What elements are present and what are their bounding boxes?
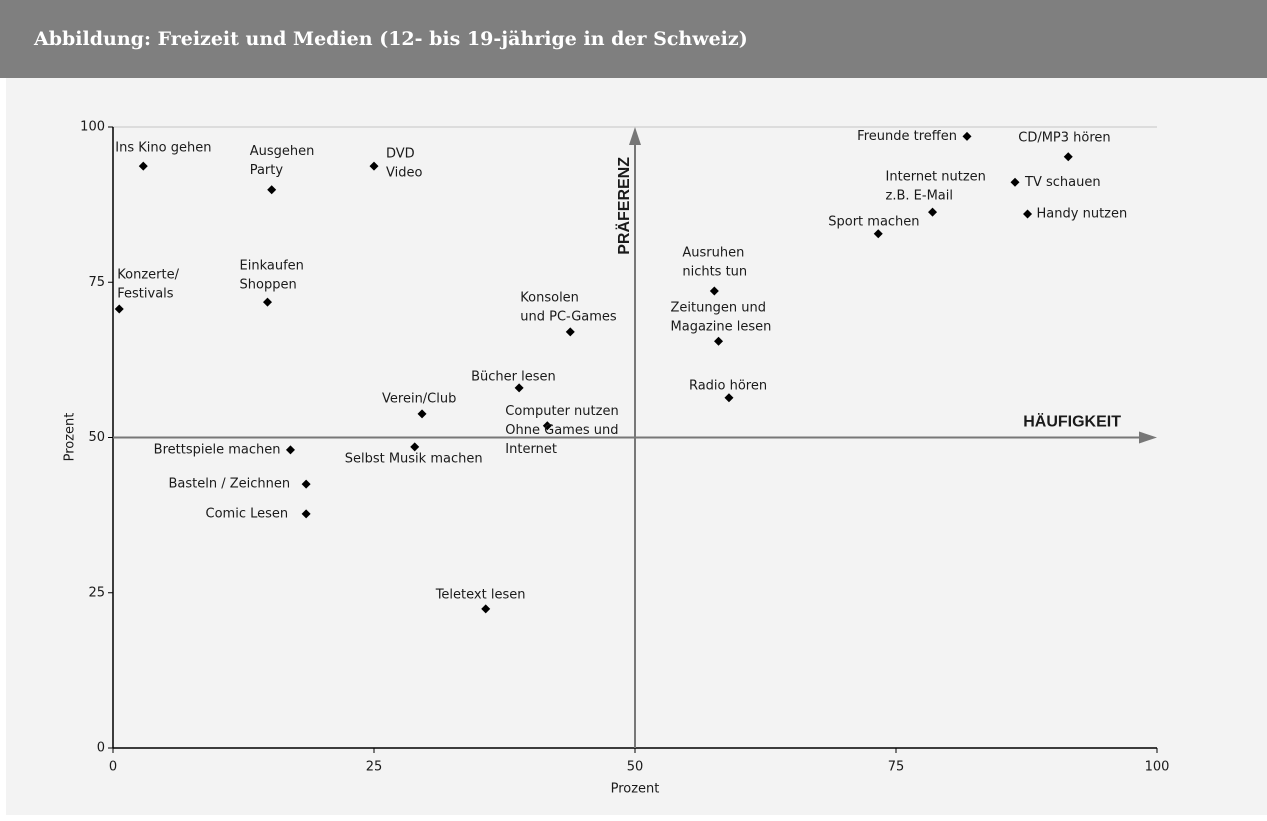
point bbox=[542, 421, 552, 431]
point bbox=[481, 604, 491, 614]
point-label: Brettspiele machen bbox=[154, 442, 281, 457]
point bbox=[285, 445, 295, 455]
x-tick-label: 0 bbox=[109, 760, 117, 775]
quadrant-label: PRÄFERENZ bbox=[615, 157, 633, 255]
point-label: Video bbox=[386, 166, 422, 181]
point-label: Handy nutzen bbox=[1037, 206, 1128, 221]
point-label: Radio hören bbox=[689, 378, 767, 393]
header-band bbox=[0, 0, 1267, 78]
point-label: Verein/Club bbox=[382, 391, 456, 406]
point bbox=[1063, 152, 1073, 162]
point-label: nichts tun bbox=[682, 264, 747, 279]
point-label: DVD bbox=[386, 147, 415, 162]
point bbox=[928, 207, 938, 217]
point bbox=[724, 393, 734, 403]
point-label: Freunde treffen bbox=[857, 129, 957, 144]
point bbox=[1023, 209, 1033, 219]
y-tick-label: 0 bbox=[97, 741, 105, 756]
point bbox=[873, 229, 883, 239]
point bbox=[301, 479, 311, 489]
point-label: Ausruhen bbox=[682, 245, 744, 260]
point bbox=[565, 327, 575, 337]
point bbox=[962, 131, 972, 141]
y-tick-label: 100 bbox=[80, 120, 105, 135]
point-label: Internet nutzen bbox=[886, 170, 986, 185]
point-label: Computer nutzen bbox=[505, 404, 618, 419]
point-label: Party bbox=[250, 163, 284, 178]
point bbox=[267, 185, 277, 195]
y-tick-label: 25 bbox=[88, 585, 105, 600]
point-label: Bücher lesen bbox=[471, 369, 556, 384]
x-tick-label: 50 bbox=[627, 760, 644, 775]
point-label: Basteln / Zeichnen bbox=[168, 477, 290, 492]
point bbox=[369, 161, 379, 171]
arrow-head bbox=[1139, 431, 1157, 444]
point-label: Festivals bbox=[117, 286, 174, 301]
point-label: TV schauen bbox=[1024, 175, 1101, 190]
quadrant-label: HÄUFIGKEIT bbox=[1023, 413, 1121, 431]
point-label: Selbst Musik machen bbox=[345, 451, 483, 466]
point bbox=[514, 383, 524, 393]
point-label: Ausgehen bbox=[250, 144, 315, 159]
point bbox=[1010, 177, 1020, 187]
chart-title: Abbildung: Freizeit und Medien (12- bis … bbox=[33, 28, 748, 50]
point bbox=[709, 286, 719, 296]
point-label: Sport machen bbox=[828, 214, 919, 229]
point-label: Shoppen bbox=[240, 278, 297, 293]
x-tick-label: 100 bbox=[1145, 760, 1170, 775]
x-tick-label: 25 bbox=[366, 760, 383, 775]
point-label: Konsolen bbox=[520, 290, 579, 305]
point-label: z.B. E-Mail bbox=[886, 189, 953, 204]
point bbox=[417, 409, 427, 419]
point-label: Internet bbox=[505, 442, 557, 457]
point-label: Teletext lesen bbox=[435, 587, 526, 602]
point-label: Konzerte/ bbox=[117, 267, 179, 282]
point bbox=[114, 304, 124, 314]
y-axis-label: Prozent bbox=[63, 413, 78, 462]
point-label: Magazine lesen bbox=[671, 320, 772, 335]
point bbox=[410, 442, 420, 452]
point bbox=[714, 336, 724, 346]
x-tick-label: 75 bbox=[888, 760, 905, 775]
point-label: Ohne Games und bbox=[505, 423, 618, 438]
point-label: Comic Lesen bbox=[206, 506, 289, 521]
y-tick-label: 50 bbox=[88, 430, 105, 445]
point-label: Zeitungen und bbox=[671, 301, 766, 316]
panel bbox=[6, 78, 1267, 815]
point bbox=[263, 297, 273, 307]
y-tick-label: 75 bbox=[88, 275, 105, 290]
point bbox=[301, 509, 311, 519]
arrow-head bbox=[629, 127, 641, 145]
point bbox=[138, 161, 148, 171]
point-label: und PC-Games bbox=[520, 309, 617, 324]
x-axis-label: Prozent bbox=[611, 782, 660, 797]
point-label: CD/MP3 hören bbox=[1018, 130, 1110, 145]
point-label: Ins Kino gehen bbox=[115, 141, 211, 156]
point-label: Einkaufen bbox=[240, 259, 304, 274]
